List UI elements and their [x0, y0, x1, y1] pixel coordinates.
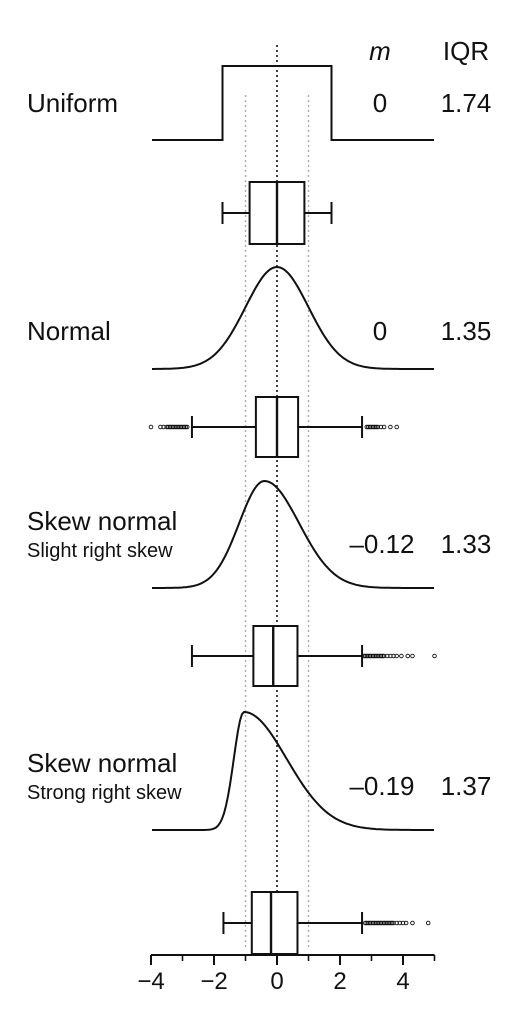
outlier-point: [177, 424, 182, 430]
x-axis: −4 −2 0 2 4: [137, 954, 436, 995]
outlier-point: [405, 653, 410, 659]
outlier-point: [364, 424, 370, 430]
outlier-point: [364, 653, 370, 659]
outlier-point: [362, 920, 368, 926]
distribution-panel-1: Normal 0 1.35: [27, 266, 492, 458]
iqr-box: [252, 625, 299, 687]
m-column-header: m: [369, 36, 391, 66]
outlier-point: [369, 920, 374, 926]
outlier-point: [372, 653, 377, 659]
outlier-point: [394, 920, 399, 926]
iqr-value: 1.37: [441, 771, 492, 801]
distribution-name: Skew normal: [27, 748, 177, 778]
outlier-point: [377, 653, 382, 659]
outlier-point: [381, 920, 387, 926]
distribution-panel-3: Skew normal Strong right skew –0.19 1.37: [27, 710, 492, 955]
outlier-point: [373, 653, 379, 659]
outlier-point: [386, 920, 392, 926]
outlier-point: [169, 424, 174, 430]
density-curve: [152, 266, 434, 370]
outlier-point: [361, 653, 366, 659]
outlier-point: [369, 653, 374, 659]
median-value: 0: [373, 88, 387, 118]
x-axis-tick-label: 4: [396, 968, 409, 995]
iqr-box: [250, 891, 299, 955]
outlier-point: [394, 653, 399, 659]
outlier-point: [366, 653, 371, 659]
distribution-panels: Uniform 0 1.74 Normal 0 1.35 Skew normal Slight…: [27, 65, 492, 955]
distribution-panel-0: Uniform 0 1.74: [27, 65, 492, 245]
distribution-subtitle: Strong right skew: [27, 782, 182, 804]
outlier-point: [170, 424, 176, 430]
outlier-point: [362, 653, 368, 659]
outlier-point: [425, 920, 431, 926]
outlier-point: [388, 653, 393, 659]
outlier-point: [381, 653, 387, 659]
outlier-point: [164, 424, 169, 430]
outlier-point: [364, 920, 370, 926]
x-axis-tick-label: 2: [333, 968, 346, 995]
outlier-point: [372, 424, 377, 430]
outlier-point: [370, 653, 376, 659]
x-axis-tick-label: −4: [137, 968, 164, 995]
outlier-point: [399, 653, 404, 659]
median-value: –0.12: [349, 529, 414, 559]
outlier-point: [366, 920, 371, 926]
distribution-name: Normal: [27, 316, 111, 346]
distribution-name: Uniform: [27, 88, 118, 118]
outlier-point: [410, 653, 415, 659]
outlier-point: [366, 424, 371, 430]
outlier-point: [397, 920, 403, 926]
outlier-point: [369, 424, 374, 430]
outlier-point: [380, 653, 385, 659]
outlier-point: [385, 653, 390, 659]
outlier-point: [178, 424, 184, 430]
iqr-value: 1.35: [441, 316, 492, 346]
density-curve: [152, 479, 434, 589]
x-axis-tick-label: 0: [270, 968, 283, 995]
median-value: –0.19: [349, 771, 414, 801]
density-curve: [152, 65, 434, 141]
outlier-point: [403, 920, 409, 926]
distribution-panel-2: Skew normal Slight right skew –0.12 1.33: [27, 479, 492, 687]
outlier-point: [172, 424, 177, 430]
distribution-name: Skew normal: [27, 506, 177, 536]
outlier-point: [388, 424, 393, 430]
distribution-subtitle: Slight right skew: [27, 540, 173, 562]
outlier-point: [380, 920, 385, 926]
outlier-point: [378, 920, 384, 926]
outlier-point: [385, 920, 390, 926]
outlier-point: [389, 920, 395, 926]
outlier-point: [183, 424, 188, 430]
median-value: 0: [373, 316, 387, 346]
outlier-point: [161, 424, 166, 430]
outlier-point: [432, 653, 437, 659]
outlier-point: [148, 424, 154, 430]
reference-lines: [244, 45, 310, 948]
x-axis-tick-label: −2: [200, 968, 227, 995]
outlier-point: [394, 424, 399, 430]
density-curve: [152, 710, 434, 831]
iqr-column-header: IQR: [443, 36, 489, 66]
outlier-point: [388, 920, 393, 926]
outlier-point: [180, 424, 185, 430]
outlier-point: [410, 920, 415, 926]
iqr-value: 1.33: [441, 529, 492, 559]
outlier-point: [373, 424, 379, 430]
outlier-point: [370, 920, 376, 926]
outlier-point: [184, 424, 190, 430]
outlier-point: [400, 920, 406, 926]
outlier-point: [370, 424, 376, 430]
outlier-point: [381, 424, 387, 430]
iqr-value: 1.74: [441, 88, 492, 118]
outlier-point: [373, 920, 379, 926]
outlier-point: [377, 920, 382, 926]
outlier-point: [378, 424, 384, 430]
outlier-point: [372, 920, 377, 926]
outlier-point: [378, 653, 384, 659]
